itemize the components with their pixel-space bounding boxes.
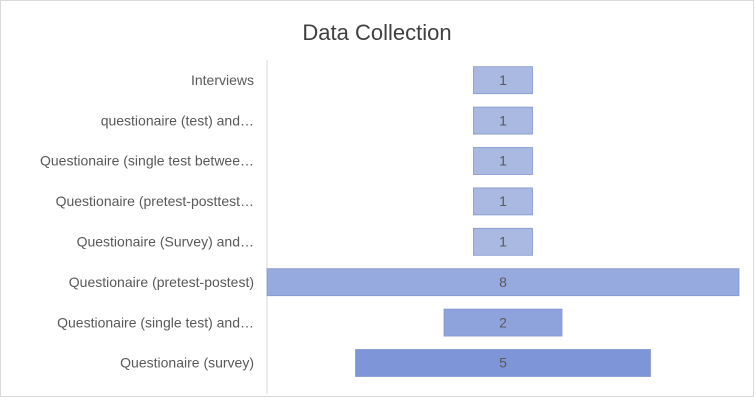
- data-label: 1: [499, 193, 507, 209]
- bar: [473, 187, 533, 216]
- data-label: 2: [499, 314, 507, 330]
- chart-title: Data Collection: [302, 20, 451, 45]
- data-label: 1: [499, 153, 507, 169]
- data-label: 1: [499, 234, 507, 250]
- category-label: Questionaire (pretest-posttest…: [56, 193, 254, 209]
- bar: [355, 349, 651, 377]
- data-label: 8: [499, 274, 507, 290]
- category-label: Questionaire (single test betwee…: [40, 153, 254, 169]
- bar: [473, 227, 533, 256]
- data-label: 1: [499, 72, 507, 88]
- bar: [473, 147, 533, 175]
- category-label: Questionaire (survey): [120, 355, 254, 371]
- category-label: Questionaire (pretest-postest): [69, 274, 254, 290]
- bar: [473, 106, 533, 135]
- category-label: Questionaire (Survey) and…: [77, 234, 254, 250]
- bar: [443, 308, 563, 337]
- data-label: 1: [499, 112, 507, 128]
- category-label: Questionaire (single test) and…: [57, 314, 254, 330]
- bar: [266, 268, 740, 297]
- category-label: Interviews: [191, 72, 254, 88]
- bar: [473, 66, 533, 95]
- category-label: questionaire (test) and…: [101, 112, 254, 128]
- data-label: 5: [499, 355, 507, 371]
